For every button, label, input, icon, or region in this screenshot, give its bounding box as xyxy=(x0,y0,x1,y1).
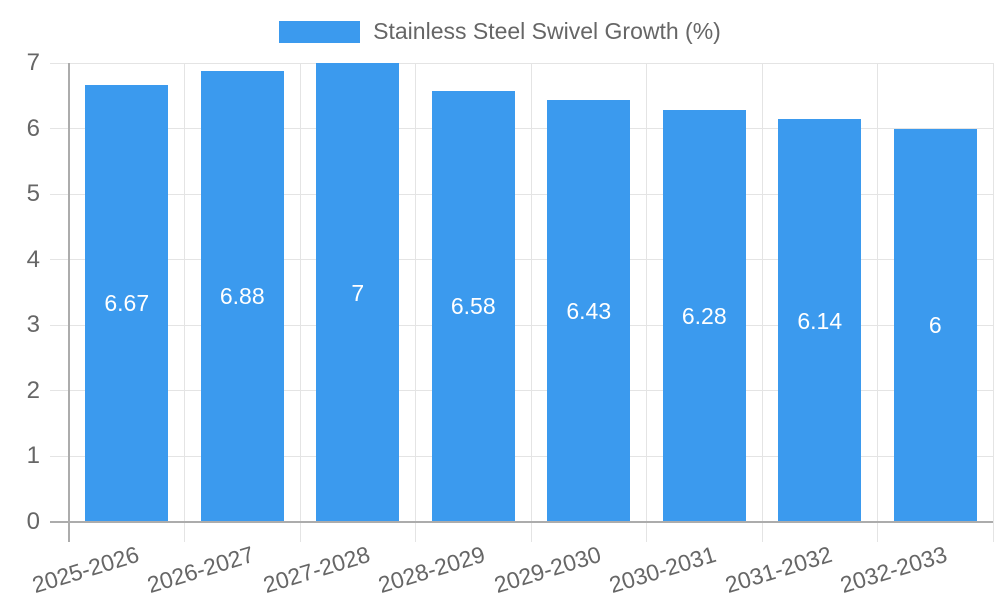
v-gridline xyxy=(299,63,301,542)
h-gridline xyxy=(50,259,993,261)
bar-value-label: 7 xyxy=(351,279,365,306)
bar-value-label: 6.28 xyxy=(681,303,727,330)
bar-value-label: 6.88 xyxy=(219,283,265,310)
y-axis-tick-label: 4 xyxy=(26,245,40,273)
legend[interactable]: Stainless Steel Swivel Growth (%) xyxy=(0,18,1000,45)
h-gridline xyxy=(50,128,993,130)
bar[interactable]: 6.67 xyxy=(85,84,169,522)
bar-value-label: 6.43 xyxy=(566,298,612,325)
v-gridline xyxy=(877,63,878,542)
v-gridline xyxy=(992,63,994,542)
legend-swatch-icon xyxy=(279,20,361,43)
legend-label: Stainless Steel Swivel Growth (%) xyxy=(373,18,721,44)
bar[interactable]: 6.28 xyxy=(662,110,746,522)
x-axis-baseline xyxy=(50,521,993,523)
plot-area: 6.67 6.88 7 6.58 6.43 6.28 6.14 6 0 1 2 3 4 5 6 7 2025-2… xyxy=(27,49,994,598)
bar[interactable]: 6.43 xyxy=(547,100,631,522)
bar[interactable]: 6.58 xyxy=(431,90,515,522)
bar-value-label: 6.14 xyxy=(797,307,843,334)
bar-value-label: 6.67 xyxy=(104,290,150,317)
y-axis-tick-label: 1 xyxy=(26,442,40,470)
bar-value-label: 6 xyxy=(928,312,942,339)
h-gridline xyxy=(50,193,993,195)
v-gridline xyxy=(530,63,532,542)
h-gridline xyxy=(50,324,993,326)
v-gridline xyxy=(415,63,416,542)
h-gridline xyxy=(50,390,993,392)
bar[interactable]: 6.88 xyxy=(200,70,284,522)
bar[interactable]: 7 xyxy=(316,63,400,522)
bar-value-label: 6.58 xyxy=(450,293,496,320)
y-axis-tick-label: 3 xyxy=(26,311,40,339)
y-axis-tick-label: 7 xyxy=(26,49,40,76)
y-axis-tick-label: 5 xyxy=(26,180,40,208)
h-gridline xyxy=(50,62,993,64)
bar[interactable]: 6.14 xyxy=(778,119,862,522)
y-axis-tick-label: 6 xyxy=(26,114,40,142)
y-axis-tick-label: 2 xyxy=(26,376,40,404)
h-gridline xyxy=(50,455,993,457)
y-axis-tick-label: 0 xyxy=(26,508,40,535)
v-gridline xyxy=(646,63,647,542)
bar[interactable]: 6 xyxy=(893,128,977,522)
v-gridline xyxy=(184,63,185,542)
v-gridline xyxy=(761,63,763,542)
y-axis-line xyxy=(68,63,70,542)
